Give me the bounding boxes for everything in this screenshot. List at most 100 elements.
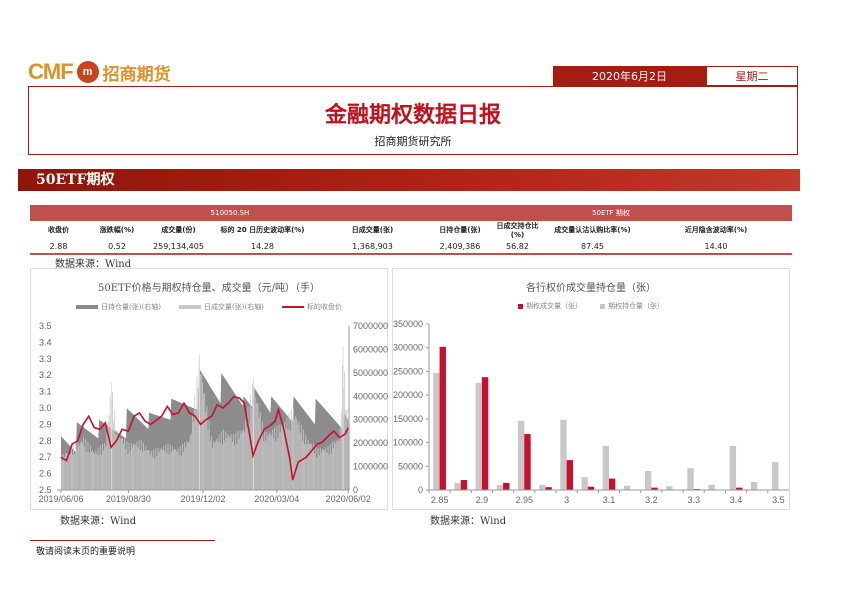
volume-bar: [326, 452, 328, 490]
volume-bar: [168, 454, 170, 490]
x-tick-label: 3.2: [645, 495, 658, 505]
volume-bar: [192, 415, 193, 490]
volume-bar: [113, 421, 114, 490]
table-cell: 87.45: [581, 241, 604, 251]
volume-spike: [342, 347, 344, 490]
volume-bar: [178, 454, 180, 490]
volume-bar: [229, 437, 231, 490]
volume-bar: [104, 443, 106, 490]
volume-bar: [460, 480, 468, 490]
volume-bar: [218, 434, 220, 490]
column-header: 日持仓量(张): [439, 226, 481, 234]
volume-bar: [73, 444, 74, 490]
volume-bar: [325, 447, 327, 490]
column-header: 日成交量(张): [351, 226, 394, 234]
volume-bar: [651, 487, 658, 490]
volume-bar: [234, 445, 236, 490]
volume-bar: [319, 448, 321, 490]
x-tick-label: 2.85: [431, 495, 449, 505]
y-right-tick-label: 3000000: [353, 415, 388, 425]
volume-bar: [347, 434, 349, 490]
volume-bar: [164, 451, 166, 490]
footer-notice: 敬请阅读末页的重要说明: [36, 547, 136, 557]
volume-bar: [108, 414, 110, 490]
volume-bar: [314, 453, 315, 490]
volume-bar: [69, 453, 71, 490]
volume-bar: [144, 450, 146, 490]
chart-title: 50ETF价格与期权持仓量、成交量（元/吨）（手）: [97, 283, 320, 294]
volume-bar: [217, 441, 219, 490]
volume-bar: [106, 432, 108, 490]
volume-bar: [330, 453, 332, 490]
volume-bar: [86, 452, 88, 490]
volume-bar: [77, 442, 79, 490]
volume-bar: [170, 452, 172, 490]
volume-bar: [258, 417, 260, 490]
legend-volume: 日成交量(张)(右轴): [179, 302, 264, 312]
volume-bar: [75, 443, 77, 490]
volume-bar: [63, 453, 64, 490]
volume-bar: [345, 409, 347, 490]
volume-bar: [280, 424, 282, 490]
y-left-tick-label: 3.1: [39, 387, 52, 397]
volume-bar: [310, 443, 312, 490]
volume-bar: [152, 457, 153, 490]
holding-bar: [602, 445, 609, 490]
y-tick-label: 200000: [393, 390, 423, 400]
volume-bar: [107, 422, 109, 490]
volume-bar: [266, 432, 268, 490]
volume-bar: [156, 455, 158, 490]
report-weekday: 星期二: [706, 66, 798, 86]
volume-bar: [65, 453, 67, 490]
volume-bar: [83, 437, 84, 490]
volume-bar: [213, 441, 214, 490]
volume-bar: [294, 418, 296, 490]
volume-bar: [245, 419, 247, 490]
volume-bar: [278, 424, 280, 490]
y-left-tick-label: 3.5: [39, 321, 52, 331]
volume-bar: [157, 448, 159, 490]
volume-bar: [136, 441, 138, 490]
volume-bar: [188, 441, 190, 490]
volume-bar: [91, 451, 92, 490]
column-header: 成交量(份): [161, 226, 196, 234]
legend-holding: 日持仓量(张)(右轴): [76, 302, 161, 312]
volume-bar: [322, 449, 323, 490]
volume-bar: [199, 374, 201, 490]
volume-bar: [174, 449, 176, 490]
column-header: 日成交持仓比(%): [496, 222, 539, 239]
volume-bar: [295, 416, 297, 490]
volume-bar: [329, 444, 331, 490]
volume-bar: [255, 397, 257, 490]
volume-bar: [98, 455, 100, 490]
y-right-tick-label: 4000000: [353, 391, 388, 401]
volume-bar: [193, 421, 194, 490]
volume-bar: [587, 486, 595, 490]
volume-bar: [283, 425, 284, 490]
volume-bar: [82, 443, 83, 490]
volume-bar: [279, 432, 281, 490]
column-header: 标的 20 日历史波动率(%): [220, 226, 305, 234]
volume-bar: [123, 444, 124, 490]
table-cell: 1,368,903: [352, 241, 393, 251]
volume-bar: [257, 403, 259, 490]
volume-bar: [237, 430, 239, 490]
volume-bar: [117, 439, 119, 490]
volume-bar: [252, 384, 253, 490]
y-left-tick-label: 2.9: [39, 419, 52, 429]
volume-bar: [316, 457, 318, 490]
volume-bar: [67, 453, 69, 490]
volume-bar: [248, 422, 250, 490]
volume-bar: [236, 444, 238, 490]
table-cell: 56.82: [506, 241, 529, 251]
volume-bar: [140, 440, 142, 490]
volume-bar: [332, 442, 333, 490]
data-source-note: 数据来源：Wind: [55, 259, 132, 270]
volume-bar: [282, 427, 283, 490]
volume-bar: [210, 436, 212, 490]
volume-bar: [205, 412, 207, 490]
volume-bar: [292, 421, 293, 490]
volume-bar: [545, 487, 552, 490]
volume-bar: [219, 443, 221, 490]
volume-bar: [145, 446, 147, 490]
